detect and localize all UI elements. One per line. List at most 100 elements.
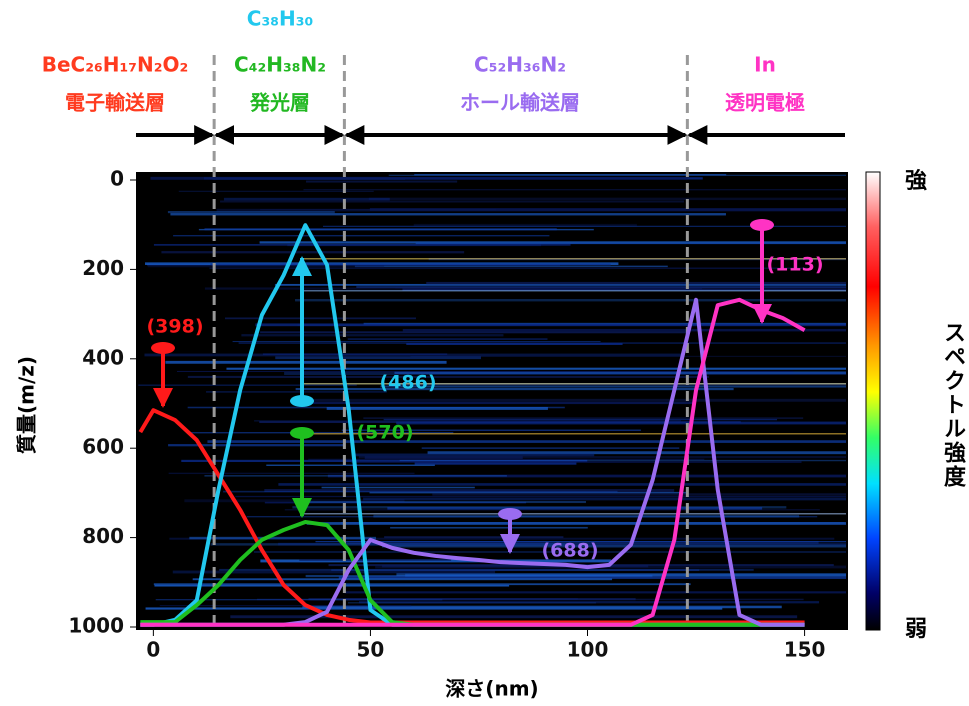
heatmap-stripe bbox=[154, 584, 510, 587]
heatmap-stripe bbox=[253, 551, 846, 553]
heatmap-stripe bbox=[232, 341, 601, 343]
heatmap-stripe bbox=[216, 208, 847, 212]
heatmap-stripe bbox=[170, 213, 726, 216]
heatmap-stripe bbox=[302, 605, 782, 609]
annotation-marker bbox=[290, 427, 314, 439]
layer-formula: In bbox=[754, 53, 776, 77]
heatmap-stripe bbox=[223, 490, 618, 493]
y-tick-label: 1000 bbox=[68, 614, 124, 638]
x-tick-label: 150 bbox=[784, 638, 826, 662]
heatmap-stripe bbox=[402, 328, 846, 332]
heatmap-stripe bbox=[373, 514, 800, 518]
heatmap-stripe bbox=[295, 387, 734, 391]
layer-name: 発光層 bbox=[249, 91, 310, 115]
heatmap-stripe bbox=[192, 578, 613, 581]
heatmap-stripe bbox=[153, 243, 571, 246]
series-label: (570) bbox=[356, 422, 413, 444]
heatmap-stripe bbox=[305, 398, 846, 402]
y-tick-label: 800 bbox=[82, 524, 124, 548]
heatmap-stripe bbox=[300, 258, 846, 260]
heatmap-stripe bbox=[421, 447, 680, 449]
heatmap-stripe bbox=[306, 522, 846, 525]
heatmap-stripe bbox=[147, 265, 385, 268]
heatmap-stripe bbox=[315, 540, 846, 543]
colorbar-label: スペクトル強度 bbox=[940, 321, 966, 489]
heatmap-stripe bbox=[302, 500, 586, 504]
heatmap-stripe bbox=[204, 228, 557, 231]
heatmap-stripe bbox=[326, 407, 548, 410]
heatmap-stripe bbox=[300, 290, 846, 292]
heatmap-stripe bbox=[173, 235, 550, 237]
heatmap-stripe bbox=[159, 605, 412, 607]
heatmap-stripe bbox=[275, 356, 481, 360]
heatmap-stripe bbox=[207, 440, 847, 443]
heatmap-stripe bbox=[300, 513, 846, 515]
x-axis-label: 深さ(nm) bbox=[445, 677, 538, 701]
annotation-marker bbox=[750, 219, 774, 231]
heatmap-stripe bbox=[300, 433, 846, 435]
layer-formula: BeC₂₆H₁₇N₂O₂ bbox=[42, 53, 189, 77]
layer-formula: C₃₈H₃₀ bbox=[247, 7, 313, 31]
series-label: (486) bbox=[379, 372, 436, 394]
heatmap-stripe bbox=[259, 241, 846, 244]
heatmap-stripe bbox=[390, 526, 588, 529]
heatmap-stripe bbox=[153, 583, 691, 586]
heatmap-stripe bbox=[278, 483, 846, 486]
heatmap-stripe bbox=[402, 288, 846, 291]
heatmap-stripe bbox=[224, 317, 416, 320]
heatmap-stripe bbox=[230, 615, 798, 619]
heatmap-stripe bbox=[354, 453, 595, 457]
heatmap-stripe bbox=[235, 495, 846, 498]
heatmap-stripe bbox=[380, 385, 846, 388]
heatmap-stripe bbox=[363, 417, 804, 420]
heatmap-stripe bbox=[358, 456, 846, 459]
heatmap-stripe bbox=[138, 384, 357, 386]
x-tick-label: 100 bbox=[567, 638, 609, 662]
layer-formula: C₄₂H₃₈N₂ bbox=[234, 53, 326, 77]
heatmap-stripe bbox=[395, 286, 846, 289]
heatmap-stripe bbox=[172, 570, 496, 574]
heatmap-stripe bbox=[223, 197, 390, 201]
heatmap-stripe bbox=[299, 559, 452, 561]
series-line bbox=[140, 297, 806, 627]
heatmap-stripe bbox=[145, 607, 723, 610]
heatmap-stripe bbox=[388, 174, 846, 176]
heatmap-stripe bbox=[210, 263, 611, 266]
heatmap-stripe bbox=[167, 211, 335, 214]
layer-formula: C₅₂H₃₆N₂ bbox=[474, 53, 566, 77]
heatmap-stripe bbox=[369, 491, 687, 494]
y-tick-label: 600 bbox=[82, 435, 124, 459]
heatmap-stripe bbox=[260, 331, 689, 334]
heatmap-stripe bbox=[356, 286, 846, 288]
heatmap-stripe bbox=[344, 591, 846, 594]
heatmap-stripe bbox=[305, 574, 653, 578]
heatmap-stripe bbox=[426, 281, 846, 285]
heatmap-stripe bbox=[220, 200, 685, 203]
heatmap-stripe bbox=[410, 355, 846, 357]
heatmap-stripe bbox=[255, 323, 846, 327]
colorbar-low: 弱 bbox=[905, 617, 927, 642]
heatmap-stripe bbox=[384, 536, 564, 539]
heatmap-stripe bbox=[323, 225, 846, 227]
heatmap-stripe bbox=[345, 598, 578, 600]
series-label: (398) bbox=[146, 316, 203, 338]
heatmap-stripe bbox=[206, 391, 387, 393]
series-label: (688) bbox=[541, 540, 598, 562]
heatmap-stripe bbox=[381, 544, 846, 548]
heatmap-stripe bbox=[303, 189, 847, 191]
x-tick-label: 50 bbox=[357, 638, 385, 662]
heatmap-stripe bbox=[187, 375, 709, 378]
y-tick-label: 0 bbox=[110, 167, 124, 191]
heatmap-stripe bbox=[198, 228, 594, 231]
heatmap-stripe bbox=[210, 543, 571, 546]
heatmap-stripe bbox=[341, 429, 641, 431]
heatmap-stripe bbox=[394, 371, 846, 375]
heatmap-stripe bbox=[264, 501, 527, 504]
heatmap-stripe bbox=[327, 474, 847, 478]
heatmap-stripe bbox=[368, 197, 846, 201]
heatmap-stripe bbox=[338, 576, 846, 579]
heatmap-stripe bbox=[427, 451, 846, 455]
heatmap-stripe bbox=[347, 338, 548, 341]
layer-name: 透明電極 bbox=[725, 91, 805, 115]
heatmap-stripe bbox=[396, 573, 846, 577]
